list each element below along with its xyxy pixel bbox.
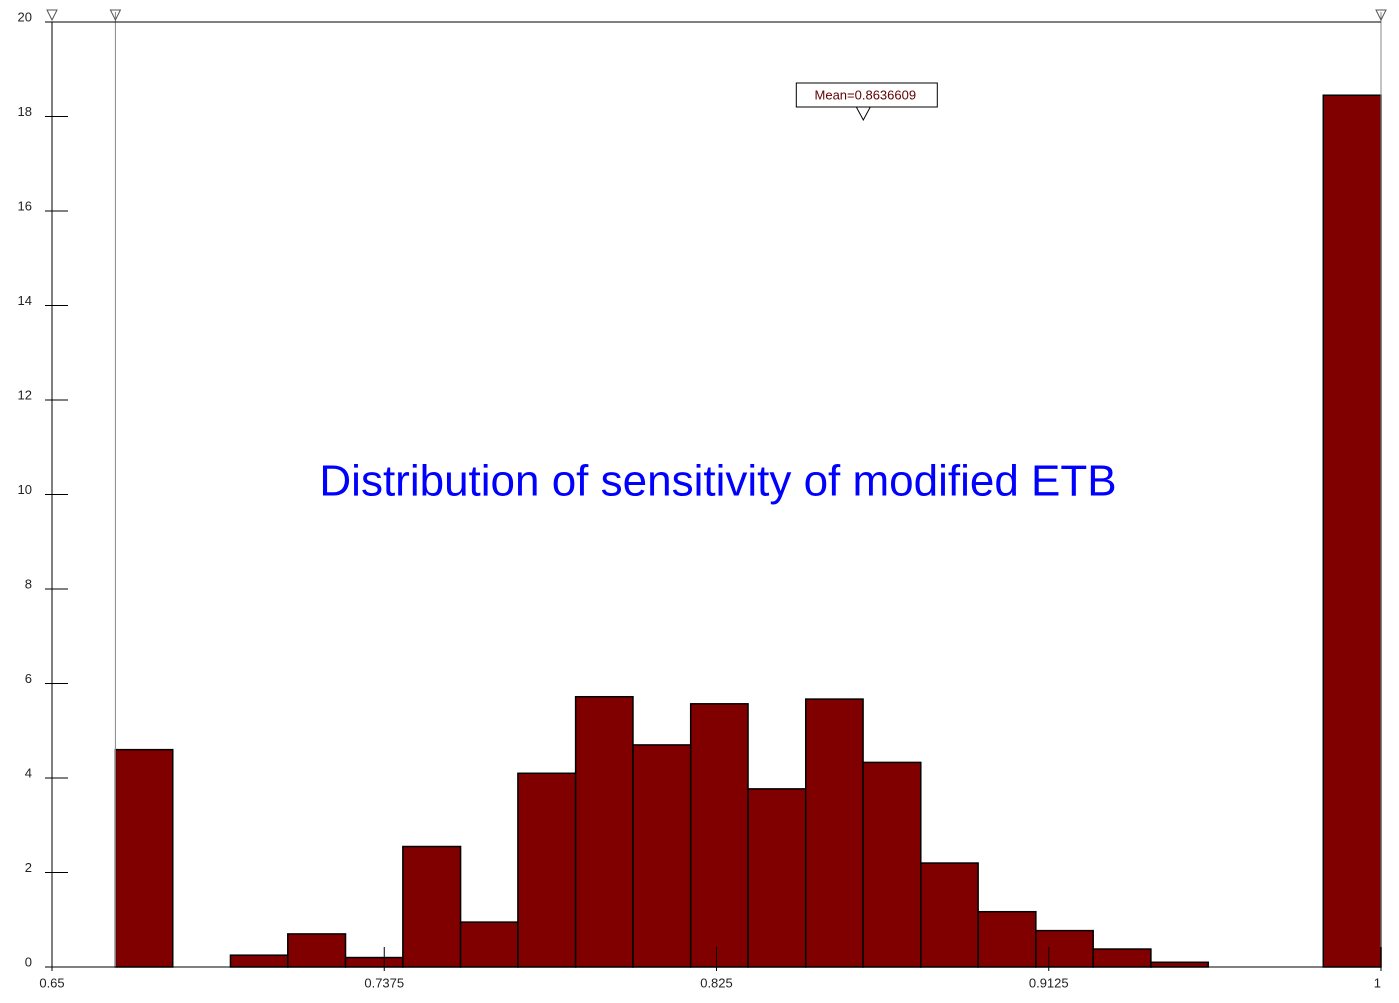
bar xyxy=(1322,94,1382,968)
y-tick-label: 16 xyxy=(18,198,32,213)
y-tick-label: 12 xyxy=(18,387,32,402)
mean-marker xyxy=(855,106,872,122)
bar xyxy=(1092,948,1152,968)
y-tick-label: 6 xyxy=(25,671,32,686)
bar xyxy=(1035,929,1094,968)
y-tick-label: 14 xyxy=(18,293,32,308)
y-tick-label: 20 xyxy=(18,9,32,24)
bar xyxy=(689,703,749,968)
bar xyxy=(574,695,634,968)
range-marker xyxy=(1375,9,1387,22)
bar xyxy=(804,698,864,968)
x-tick-label: 0.9125 xyxy=(1029,975,1069,990)
bar xyxy=(229,954,289,968)
plot: 0 2 4 6 8 10 12 14 16 18 20 0.65 0.7375 0.825 0.9125 1 M… xyxy=(18,9,1387,990)
chart-title: Distribution of sensitivity of modified … xyxy=(319,457,1116,506)
x-tick-label: 0.825 xyxy=(700,975,733,990)
bar xyxy=(287,933,347,968)
x-tick-label: 0.7375 xyxy=(364,975,404,990)
bar xyxy=(517,772,577,968)
x-tick-label: 0.65 xyxy=(39,975,64,990)
bar xyxy=(862,761,922,968)
bar xyxy=(747,788,807,968)
mean-box xyxy=(795,82,938,108)
y-tick-label: 18 xyxy=(18,104,32,119)
y-tick-label: 4 xyxy=(25,765,32,780)
bar xyxy=(344,956,404,968)
y-tick-label: 10 xyxy=(18,482,32,497)
y-tick-label: 8 xyxy=(25,576,32,591)
range-marker xyxy=(109,9,122,22)
bar xyxy=(402,845,462,968)
x-tick-label: 1 xyxy=(1374,975,1381,990)
axis-marker xyxy=(46,9,58,22)
mean-label: Mean=0.8636609 xyxy=(815,87,917,102)
y-tick-label: 2 xyxy=(25,860,32,875)
bar xyxy=(114,748,174,968)
y-tick-label: 0 xyxy=(25,954,32,969)
bar xyxy=(977,910,1037,968)
bar xyxy=(1150,961,1209,968)
bar xyxy=(920,862,979,968)
bar xyxy=(632,744,692,968)
bar xyxy=(459,921,519,968)
